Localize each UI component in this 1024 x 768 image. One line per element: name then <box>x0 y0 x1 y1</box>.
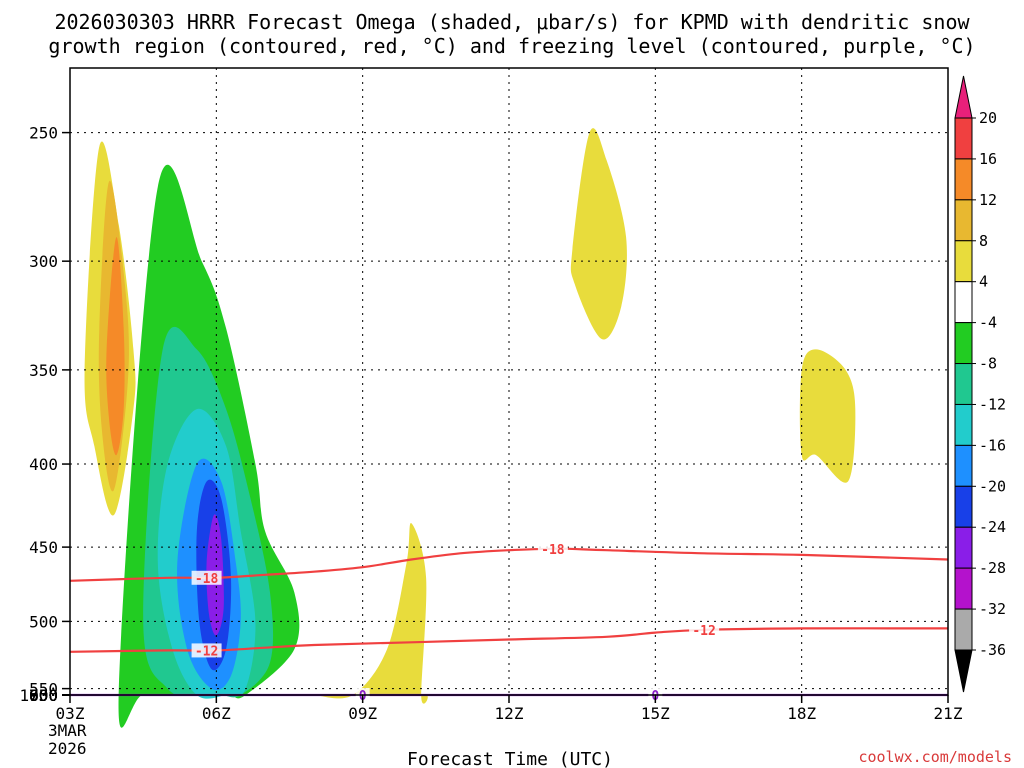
colorbar-label-3: 8 <box>979 232 988 250</box>
colorbar-label-1: 16 <box>979 150 997 168</box>
colorbar-bottom-arrow <box>954 649 973 693</box>
colorbar-label-13: -36 <box>979 641 1006 659</box>
colorbar-label-12: -32 <box>979 600 1006 618</box>
omega-contour-2 <box>106 237 125 456</box>
temp-label-bg--18-1 <box>537 541 568 556</box>
y-tick-label-600: 600 <box>29 686 58 705</box>
colorbar-swatch-7 <box>954 363 973 405</box>
time-axis: 3MAR 2026 03Z 06Z 09Z 12Z 15Z 18Z 21Z <box>48 695 963 758</box>
colorbar-swatch-2 <box>954 158 973 201</box>
y-tick-label-400: 400 <box>29 455 58 474</box>
temp-label--12-1: -12 <box>692 624 715 639</box>
temp-label--18-1: -18 <box>541 543 565 558</box>
colorbar-swatch-8 <box>954 403 973 446</box>
omega-contour-10 <box>570 128 627 340</box>
temp-label--12-0: -12 <box>195 644 218 659</box>
y-tick-label-500: 500 <box>29 612 58 631</box>
y-tick-label-250: 250 <box>29 124 58 143</box>
colorbar-swatch-5 <box>954 281 973 324</box>
y-tick-label-650: 650 <box>29 686 58 705</box>
x-tick-label-12Z: 12Z <box>495 704 524 723</box>
colorbar-label-0: 20 <box>979 109 997 127</box>
temp-label--18-0: -18 <box>195 572 219 587</box>
x-tick-label-15Z: 15Z <box>641 704 670 723</box>
colorbar-label-9: -20 <box>979 477 1006 495</box>
x-tick-label-21Z: 21Z <box>934 704 963 723</box>
y-tick-label-900: 900 <box>29 686 58 705</box>
colorbar-swatch-9 <box>954 444 973 487</box>
colorbar-swatch-11 <box>954 526 973 569</box>
colorbar-label-4: 4 <box>979 273 988 291</box>
y-tick-label-950: 950 <box>29 686 58 705</box>
x-date-line-1: 3MAR <box>48 721 87 740</box>
x-date-line-2: 2026 <box>48 739 87 758</box>
y-tick-label-1000: 1000 <box>19 686 58 705</box>
temp-label-bg--18-0 <box>191 570 222 585</box>
site-credit: coolwx.com/models <box>858 748 1012 766</box>
temp-label-bg--12-0 <box>191 643 222 658</box>
chart-title-line-1: 2026030303 HRRR Forecast Omega (shaded, … <box>54 10 970 34</box>
colorbar-swatch-3 <box>954 199 973 242</box>
omega-contour-11 <box>799 349 856 483</box>
x-tick-label-09Z: 09Z <box>348 704 377 723</box>
y-tick-label-350: 350 <box>29 361 58 380</box>
colorbar-swatch-12 <box>954 567 973 610</box>
x-tick-label-06Z: 06Z <box>202 704 231 723</box>
colorbar-label-7: -12 <box>979 395 1006 413</box>
x-axis-label: Forecast Time (UTC) <box>407 749 613 768</box>
colorbar-label-10: -24 <box>979 518 1006 536</box>
pressure-axis: 250 300 350 400 450 500 5506006507007508008509… <box>19 124 70 705</box>
temp-label-bg--12-1 <box>689 622 720 637</box>
chart-title-line-2: growth region (contoured, red, °C) and f… <box>48 34 975 58</box>
colorbar-label-2: 12 <box>979 191 997 209</box>
y-tick-label-300: 300 <box>29 252 58 271</box>
colorbar-swatch-13 <box>954 608 973 651</box>
y-tick-label-750: 750 <box>29 686 58 705</box>
y-tick-label-450: 450 <box>29 538 58 557</box>
colorbar-swatch-6 <box>954 322 973 365</box>
colorbar-swatch-4 <box>954 240 973 283</box>
y-tick-label-700: 700 <box>29 686 58 705</box>
colorbar-top-arrow <box>954 75 973 119</box>
y-tick-label-550: 550 <box>29 680 58 699</box>
colorbar: 20 16 12 8 4 -4 -8 -12 -16 -20 -24 -28 -32 -36 <box>954 75 1006 693</box>
colorbar-swatch-10 <box>954 485 973 528</box>
colorbar-label-6: -8 <box>979 355 997 373</box>
omega-contour-9 <box>309 522 428 704</box>
colorbar-swatch-1 <box>954 117 973 160</box>
colorbar-label-8: -16 <box>979 436 1006 454</box>
x-tick-label-03Z: 03Z <box>56 704 85 723</box>
colorbar-label-5: -4 <box>979 314 997 332</box>
x-tick-label-18Z: 18Z <box>787 704 816 723</box>
y-tick-label-800: 800 <box>29 686 58 705</box>
y-tick-label-850: 850 <box>29 686 58 705</box>
colorbar-label-11: -28 <box>979 559 1006 577</box>
